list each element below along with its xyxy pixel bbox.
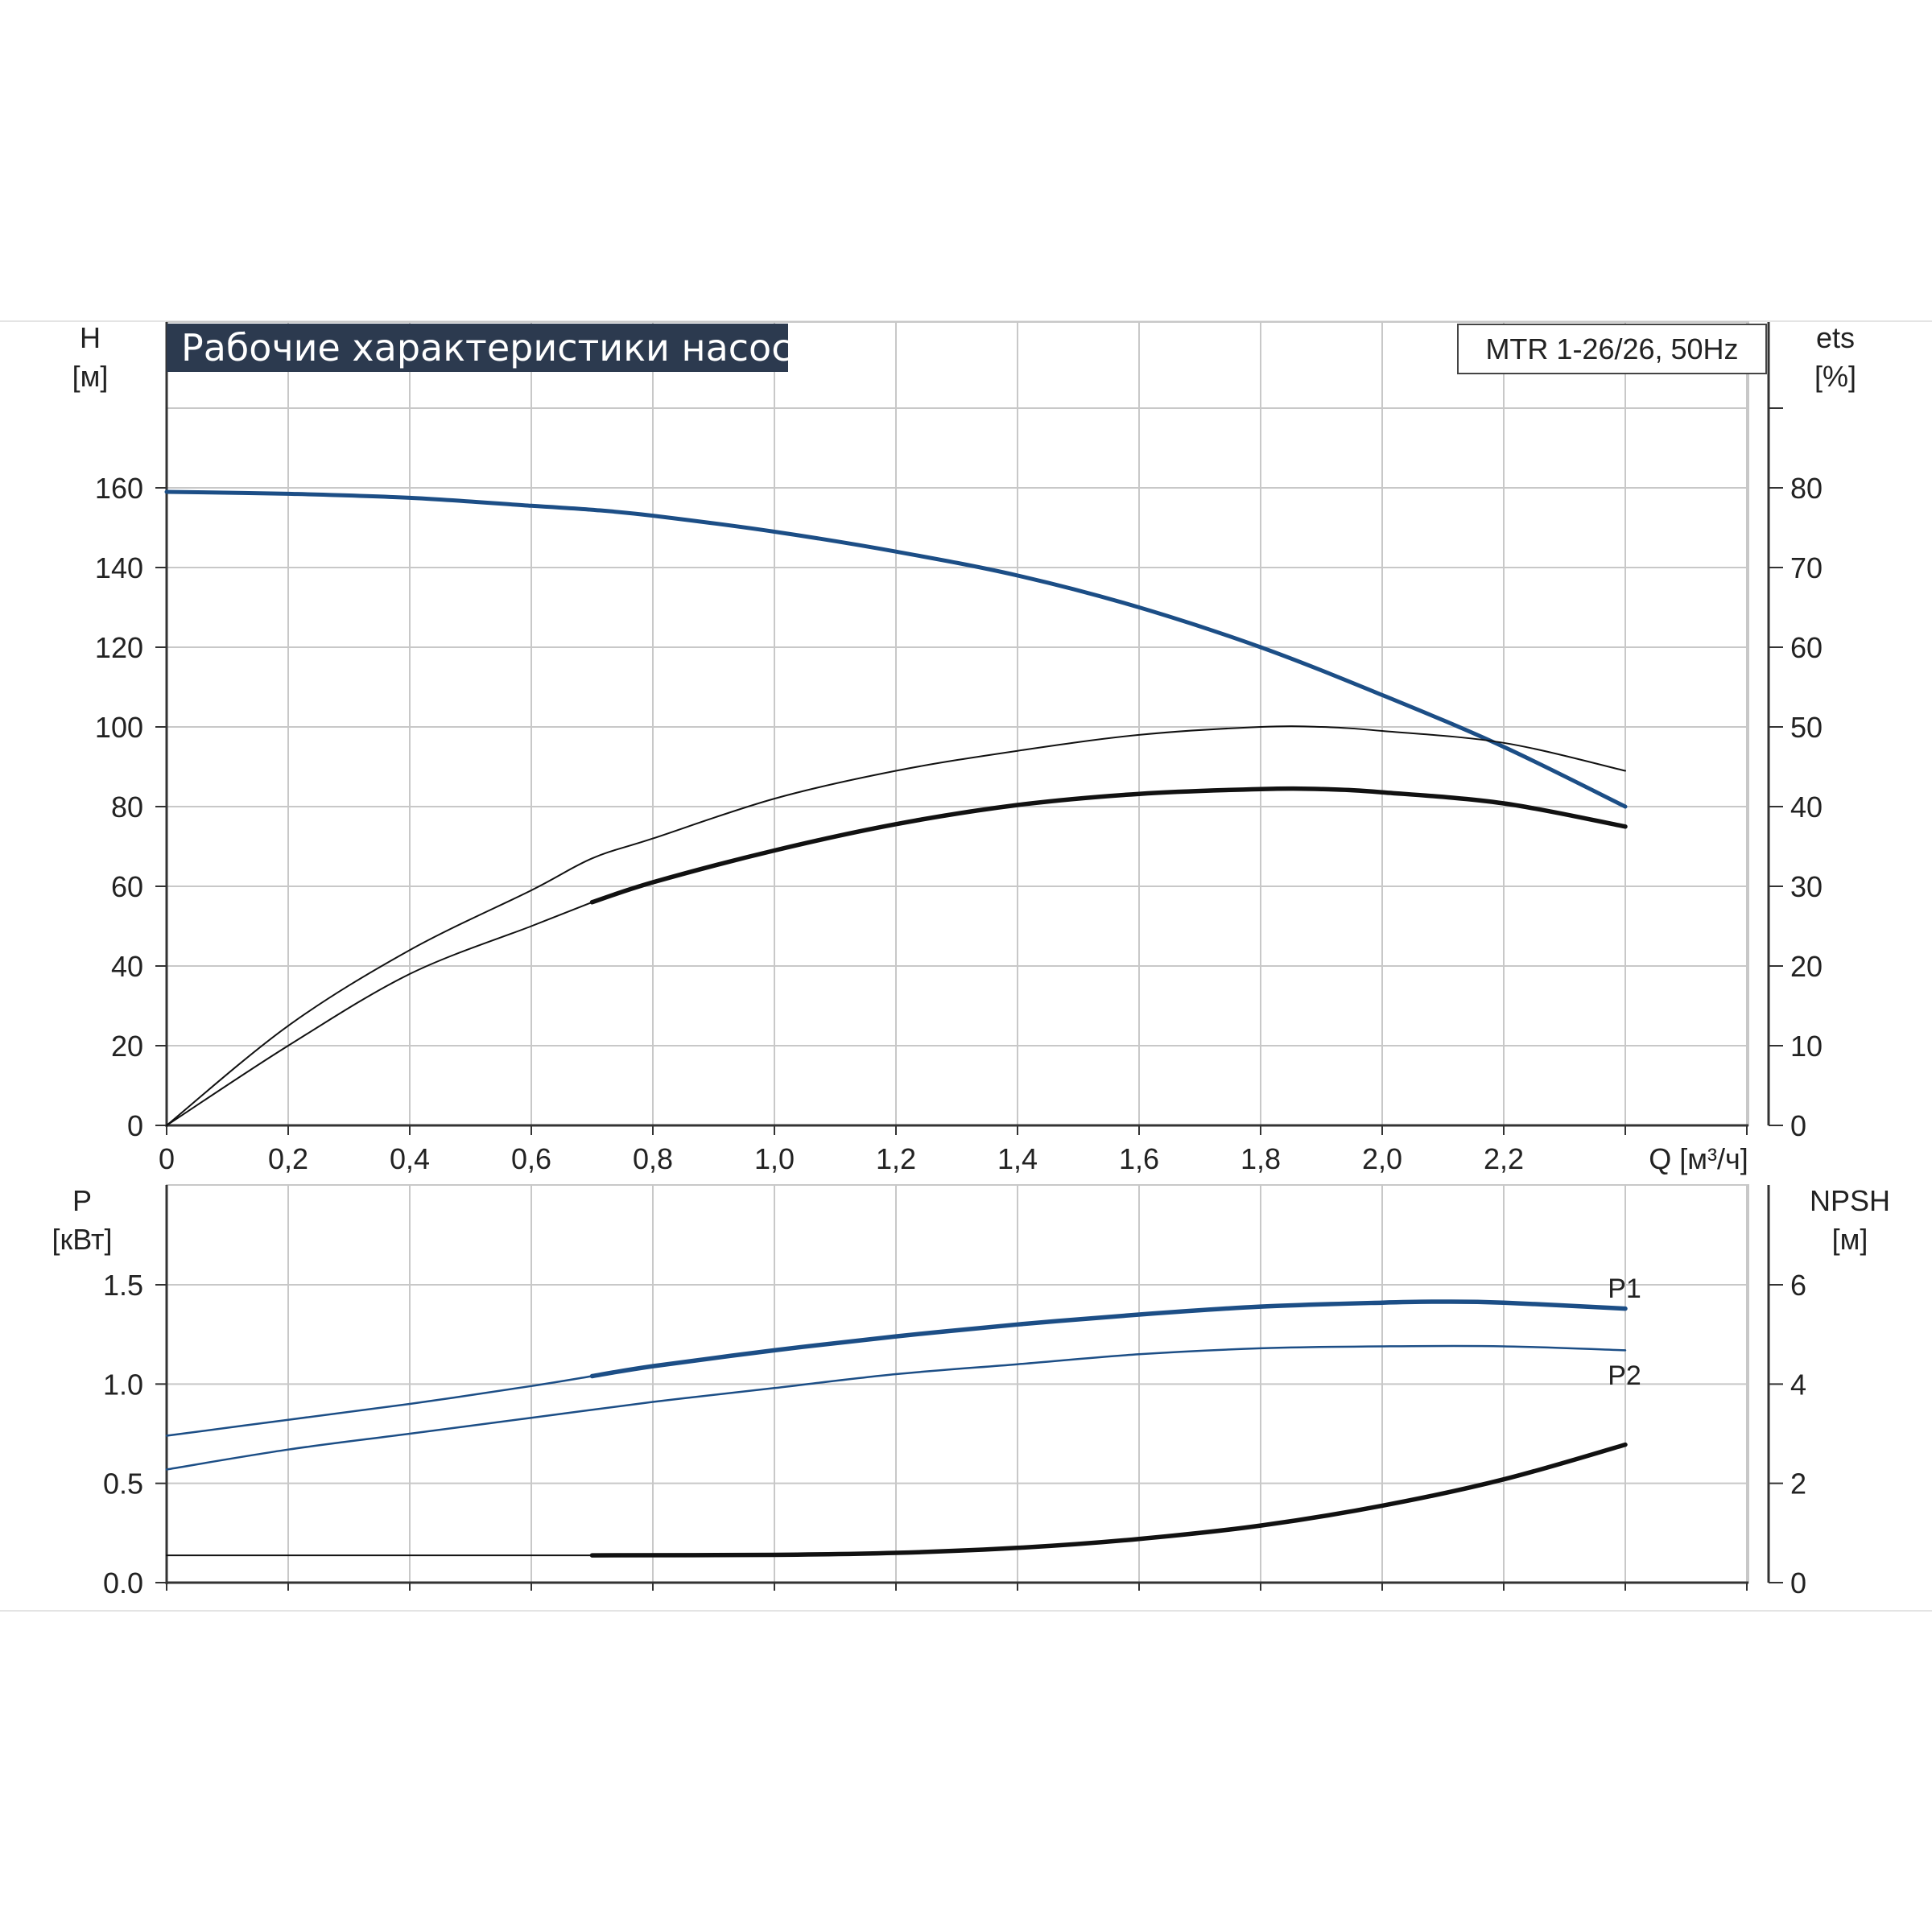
eff-tick-label: 50	[1790, 711, 1823, 744]
h-tick-label: 160	[95, 472, 143, 505]
h-tick-label: 140	[95, 551, 143, 584]
q-tick-label: 1,8	[1241, 1142, 1281, 1175]
q-tick-label: 1,2	[876, 1142, 916, 1175]
upper-series-2	[166, 901, 593, 1126]
lower-series-1	[589, 1299, 1628, 1379]
eff-axis-label: ets	[1816, 321, 1855, 354]
npsh-axis-label: NPSH	[1810, 1184, 1890, 1217]
p2-label: P2	[1608, 1360, 1641, 1391]
q-tick-label: 1,0	[754, 1142, 795, 1175]
eff-tick-label: 30	[1790, 870, 1823, 903]
q-tick-label: 1,6	[1119, 1142, 1159, 1175]
p-tick-label: 0.0	[103, 1567, 143, 1600]
p-unit-label: [кВт]	[52, 1223, 112, 1256]
eff-tick-label: 0	[1790, 1109, 1806, 1142]
lower-series-2	[165, 1344, 1627, 1471]
q-tick-label: 2,2	[1484, 1142, 1524, 1175]
h-tick-label: 0	[127, 1109, 143, 1142]
q-tick-label: 0,6	[511, 1142, 551, 1175]
upper-series-0	[164, 489, 1628, 809]
q-tick-label: 0,2	[268, 1142, 308, 1175]
eff-tick-label: 40	[1790, 791, 1823, 824]
chart-title: Рабочие характеристики насоса	[167, 324, 815, 372]
h-tick-label: 40	[111, 950, 143, 983]
upper-plot-area	[166, 321, 1749, 1126]
x-axis-label: Q [м³/ч]	[1649, 1142, 1748, 1175]
eff-tick-label: 80	[1790, 472, 1823, 505]
q-tick-label: 0,4	[390, 1142, 430, 1175]
upper-series-3	[589, 786, 1628, 905]
h-tick-label: 100	[95, 711, 143, 744]
lower-series-4	[589, 1442, 1628, 1558]
q-tick-label: 0,8	[633, 1142, 673, 1175]
p-tick-label: 1.5	[103, 1269, 143, 1302]
npsh-tick-label: 0	[1790, 1567, 1806, 1600]
npsh-tick-label: 4	[1790, 1368, 1806, 1401]
lower-series-0	[165, 1375, 593, 1437]
model-label: MTR 1-26/26, 50Hz	[1457, 324, 1767, 374]
h-tick-label: 80	[111, 791, 143, 824]
npsh-tick-label: 2	[1790, 1468, 1806, 1501]
eff-tick-label: 60	[1790, 631, 1823, 664]
eff-tick-label: 70	[1790, 551, 1823, 584]
h-axis-label: H	[80, 321, 101, 354]
upper-series-1	[166, 725, 1626, 1126]
p-tick-label: 1.0	[103, 1368, 143, 1401]
h-tick-label: 20	[111, 1030, 143, 1063]
h-tick-label: 120	[95, 631, 143, 664]
npsh-unit-label: [м]	[1832, 1223, 1868, 1256]
npsh-tick-label: 6	[1790, 1269, 1806, 1302]
p1-label: P1	[1608, 1274, 1641, 1304]
h-tick-label: 60	[111, 870, 143, 903]
q-tick-label: 1,4	[997, 1142, 1038, 1175]
eff-tick-label: 10	[1790, 1030, 1823, 1063]
eff-unit-label: [%]	[1814, 360, 1856, 393]
q-tick-label: 0	[159, 1142, 175, 1175]
p-axis-label: P	[72, 1184, 92, 1217]
bottom-divider	[0, 1610, 1932, 1612]
h-unit-label: [м]	[72, 360, 109, 393]
eff-tick-label: 20	[1790, 950, 1823, 983]
q-tick-label: 2,0	[1362, 1142, 1402, 1175]
p-tick-label: 0.5	[103, 1468, 143, 1501]
